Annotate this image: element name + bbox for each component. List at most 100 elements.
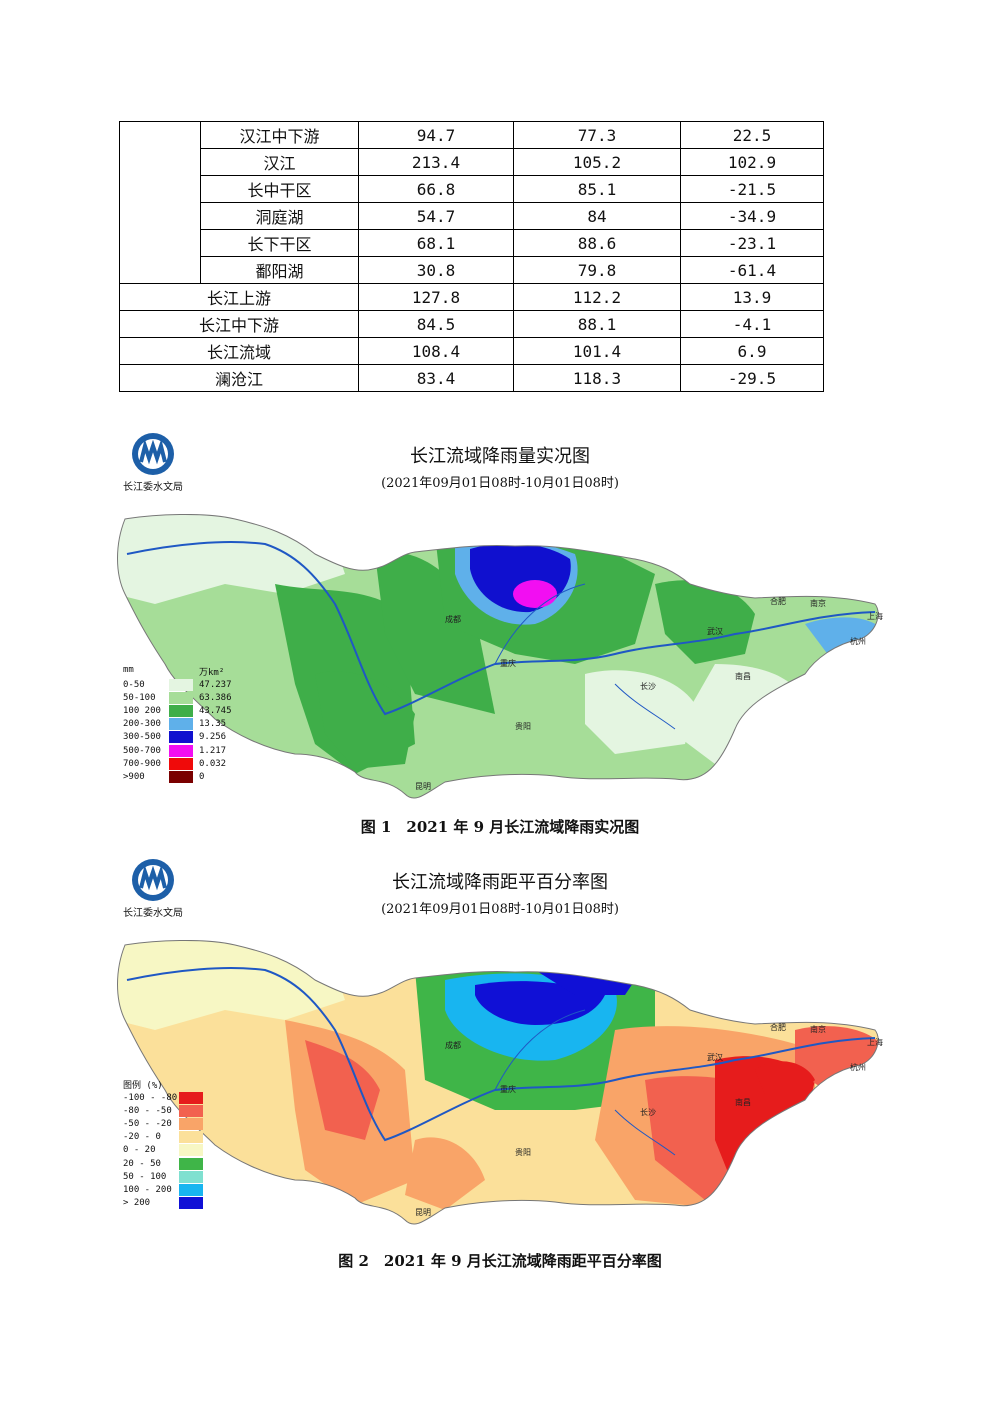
legend-item: 200-300 13.35 (123, 718, 239, 731)
legend-item: -80 - -50 (123, 1104, 209, 1117)
region-name-cell: 长江流域 (119, 337, 359, 365)
table-row: 汉江中下游 94.7 77.3 22.5 (119, 121, 824, 284)
legend-swatch (179, 1117, 203, 1130)
yangtze-river (126, 541, 876, 716)
legend-item: 500-700 1.217 (123, 744, 239, 757)
anomaly-map: 成都 重庆 武汉 长沙 南昌 合肥 南京 上海 杭州 贵阳 昆明 (117, 940, 883, 1225)
legend-item: -50 - -20 (123, 1117, 209, 1130)
legend-swatch (179, 1144, 203, 1157)
city-label: 杭州 (850, 1062, 866, 1072)
value-cell: 79.8 (513, 256, 681, 284)
value-cell: 94.7 (358, 121, 514, 149)
legend-swatch (169, 770, 193, 783)
anomaly-legend: 图例 (%) -100 - -80 -80 - -50 -50 - -20 -20 -… (123, 1078, 209, 1210)
legend-item: 700-900 0.032 (123, 757, 239, 770)
value-cell: 112.2 (513, 283, 681, 311)
rainfall-map: 成都 重庆 武汉 长沙 南昌 合肥 南京 上海 杭州 贵阳 昆明 (117, 514, 883, 799)
legend-item: 0 - 20 (123, 1144, 209, 1157)
legend-area-unit: 万km² (199, 668, 225, 678)
legend-range: 0 - 20 (123, 1145, 156, 1156)
legend-area: 9.256 (199, 732, 227, 743)
value-cell: 22.5 (680, 121, 824, 149)
legend-range: >900 (123, 771, 145, 782)
value-cell: 68.1 (358, 229, 514, 257)
city-label: 成都 (445, 614, 461, 624)
value-cell: 13.9 (680, 283, 824, 311)
city-label: 贵阳 (515, 721, 531, 731)
figure-caption: 图 1 2021 年 9 月长江流域降雨实况图 (360, 818, 640, 836)
table-row: 长中干区 66.8 85.1 -21.5 (120, 175, 824, 203)
city-label: 合肥 (770, 1022, 786, 1032)
value-cell: 88.6 (513, 229, 681, 257)
city-label: 长沙 (640, 1107, 656, 1117)
legend-range: 300-500 (123, 732, 161, 743)
value-cell: 213.4 (358, 148, 514, 176)
region-name-cell: 鄱阳湖 (200, 256, 359, 284)
legend-range: > 200 (123, 1198, 151, 1209)
city-label: 南昌 (735, 671, 751, 681)
figure-2: 长江委水文局 长江流域降雨距平百分率图 (2021年09月01日08时-10月0… (115, 858, 885, 1278)
legend-item: -100 - -80 (123, 1091, 209, 1104)
figure-1: 长江委水文局 长江流域降雨量实况图 (2021年09月01日08时-10月01日… (115, 432, 885, 842)
city-label: 南昌 (735, 1097, 751, 1107)
table-row: 长江流域 108.4 101.4 6.9 (119, 337, 824, 365)
legend-swatch (179, 1197, 203, 1210)
logo-text: 长江委水文局 (123, 908, 183, 919)
legend-range: 50 - 100 (123, 1171, 167, 1182)
legend-item: 50 - 100 (123, 1170, 209, 1183)
cjw-logo-icon (132, 859, 174, 901)
legend-swatch (179, 1091, 203, 1104)
legend-swatch (169, 731, 193, 744)
city-label: 武汉 (707, 626, 723, 636)
value-cell: 30.8 (358, 256, 514, 284)
value-cell: 88.1 (513, 310, 681, 338)
city-label: 重庆 (500, 658, 516, 668)
table-row: 澜沧江 83.4 118.3 -29.5 (119, 364, 824, 392)
city-label: 成都 (445, 1040, 461, 1050)
city-label: 上海 (867, 611, 883, 621)
region-name-cell: 长江中下游 (119, 310, 359, 338)
legend-swatch (169, 704, 193, 717)
legend-range: 500-700 (123, 745, 161, 756)
legend-item: 20 - 50 (123, 1157, 209, 1170)
city-label: 武汉 (707, 1052, 723, 1062)
legend-item: 100 200 43.745 (123, 704, 239, 717)
group-cell (119, 121, 201, 284)
legend-swatch (169, 678, 193, 691)
region-name-cell: 汉江 (200, 148, 359, 176)
legend-area: 43.745 (199, 705, 232, 716)
legend-item: 50-100 63.386 (123, 691, 239, 704)
legend-range: 100 200 (123, 705, 161, 716)
legend-area: 47.237 (199, 679, 232, 690)
city-label: 昆明 (415, 782, 431, 791)
legend-swatch (179, 1183, 203, 1196)
legend-range: 200-300 (123, 719, 161, 730)
legend-range: 20 - 50 (123, 1158, 161, 1169)
legend-swatch (179, 1131, 203, 1144)
value-cell: -29.5 (680, 364, 824, 392)
legend-range: -50 - -20 (123, 1118, 172, 1129)
legend-range: 700-900 (123, 758, 161, 769)
value-cell: 108.4 (358, 337, 514, 365)
map-title: 长江流域降雨距平百分率图 (392, 872, 608, 893)
map-title: 长江流域降雨量实况图 (410, 446, 590, 467)
map-subtitle: (2021年09月01日08时-10月01日08时) (381, 902, 619, 917)
value-cell: 84 (513, 202, 681, 230)
legend-swatch (169, 718, 193, 731)
value-cell: -4.1 (680, 310, 824, 338)
value-cell: 6.9 (680, 337, 824, 365)
region-name-cell: 洞庭湖 (200, 202, 359, 230)
value-cell: 102.9 (680, 148, 824, 176)
cjw-logo-icon (132, 433, 174, 475)
legend-item: 300-500 9.256 (123, 731, 239, 744)
value-cell: 54.7 (358, 202, 514, 230)
value-cell: -21.5 (680, 175, 824, 203)
table-row: 长江上游 127.8 112.2 13.9 (119, 283, 824, 311)
value-cell: -23.1 (680, 229, 824, 257)
map-subtitle: (2021年09月01日08时-10月01日08时) (381, 476, 619, 491)
value-cell: -61.4 (680, 256, 824, 284)
value-cell: 77.3 (513, 121, 681, 149)
region-name-cell: 汉江中下游 (200, 121, 359, 149)
legend-swatch (169, 691, 193, 704)
table-row: 长下干区 68.1 88.6 -23.1 (120, 229, 824, 257)
